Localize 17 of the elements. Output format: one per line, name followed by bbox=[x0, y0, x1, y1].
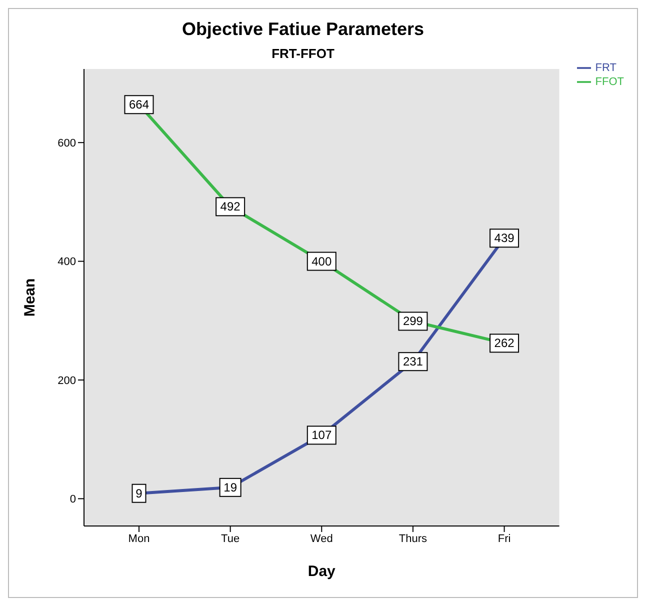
x-tick-label: Fri bbox=[498, 532, 511, 545]
data-label: 9 bbox=[136, 486, 143, 500]
legend-label: FFOT bbox=[595, 76, 624, 88]
chart-title: Objective Fatiue Parameters bbox=[180, 19, 426, 40]
y-tick-label: 0 bbox=[70, 494, 76, 506]
chart-subtitle: FRT-FFOT bbox=[270, 46, 336, 61]
legend-label: FRT bbox=[595, 62, 616, 74]
y-tick-label: 200 bbox=[58, 374, 76, 387]
y-tick-label: 600 bbox=[58, 138, 76, 150]
y-axis-title: Mean bbox=[21, 278, 38, 317]
x-axis-title: Day bbox=[308, 563, 336, 580]
data-label: 19 bbox=[224, 480, 238, 494]
x-tick-label: Thurs bbox=[398, 532, 428, 545]
x-tick-label: Mon bbox=[128, 532, 150, 545]
y-tick-label: 400 bbox=[58, 256, 76, 268]
x-tick-label: Wed bbox=[310, 532, 333, 545]
x-tick-label: Tue bbox=[221, 532, 240, 545]
